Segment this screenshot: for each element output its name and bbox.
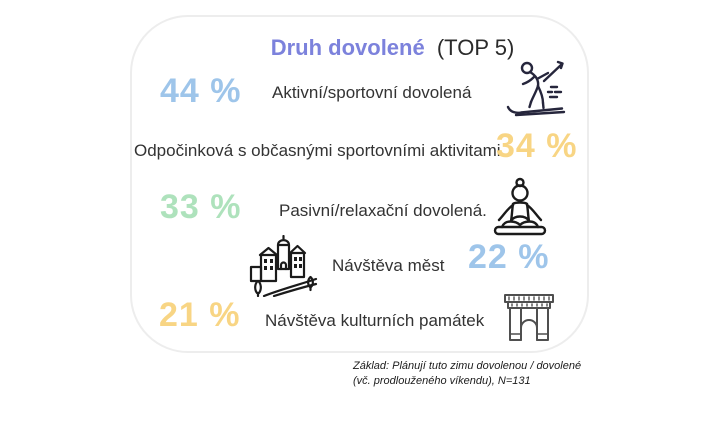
yoga-icon (488, 177, 552, 241)
stat-label-relax-sport: Odpočinková s občasnými sportovními akti… (134, 141, 501, 160)
title-highlight: Druh dovolené (270, 35, 425, 60)
stat-label-city-visits: Návštěva měst (332, 256, 445, 275)
arch-icon (501, 292, 557, 348)
vacation-type-card: Druh dovolené (TOP 5) 44 % Aktivní/sport… (130, 15, 589, 353)
skier-icon (504, 59, 570, 119)
city-icon (248, 235, 318, 297)
stat-label-active-sport: Aktivní/sportovní dovolená (272, 83, 472, 102)
stat-label-passive-relax: Pasivní/relaxační dovolená. (279, 201, 487, 220)
footnote: Základ: Plánují tuto zimu dovolenou / do… (353, 359, 653, 390)
stat-value-relax-sport: 34 % (496, 127, 578, 165)
footnote-line1: Základ: Plánují tuto zimu dovolenou / do… (353, 360, 582, 372)
stat-label-monuments: Návštěva kulturních památek (265, 311, 485, 330)
stat-value-city-visits: 22 % (468, 238, 550, 276)
stat-value-monuments: 21 % (159, 296, 241, 334)
stat-value-active-sport: 44 % (160, 72, 242, 110)
stat-value-passive-relax: 33 % (160, 188, 242, 226)
footnote-line2: (vč. prodlouženého víkendu), N=131 (353, 375, 531, 388)
title-suffix: (TOP 5) (436, 35, 515, 60)
page-title: Druh dovolené (TOP 5) (165, 35, 620, 61)
